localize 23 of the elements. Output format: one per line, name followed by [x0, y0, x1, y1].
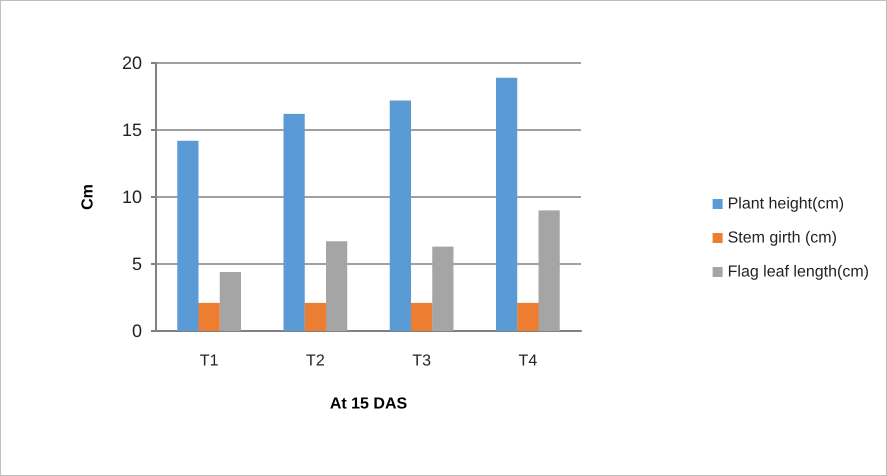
- bar: [517, 302, 538, 331]
- y-tick-label: 15: [122, 120, 142, 140]
- legend-label: Stem girth (cm): [728, 230, 837, 246]
- bar: [177, 140, 198, 331]
- bar: [304, 302, 326, 331]
- bar: [284, 114, 305, 331]
- x-tick-label: T4: [518, 352, 538, 370]
- y-tick-label: 0: [132, 321, 142, 341]
- bar: [411, 302, 432, 331]
- x-tick-label: T2: [306, 352, 325, 370]
- bar: [390, 100, 411, 331]
- bar: [198, 302, 220, 331]
- x-tick-label: T3: [412, 352, 432, 370]
- bar: [496, 78, 518, 331]
- y-axis-title: Cm: [80, 184, 96, 210]
- bar: [220, 272, 241, 331]
- y-tick-label: 10: [122, 187, 142, 207]
- x-axis-title: At 15 DAS: [330, 396, 408, 412]
- legend-label: Flag leaf length(cm): [728, 264, 869, 280]
- x-tick-label: T1: [200, 352, 219, 370]
- y-tick-label: 5: [132, 254, 142, 274]
- y-tick-label: 20: [122, 53, 142, 73]
- legend-label: Plant height(cm): [728, 196, 844, 212]
